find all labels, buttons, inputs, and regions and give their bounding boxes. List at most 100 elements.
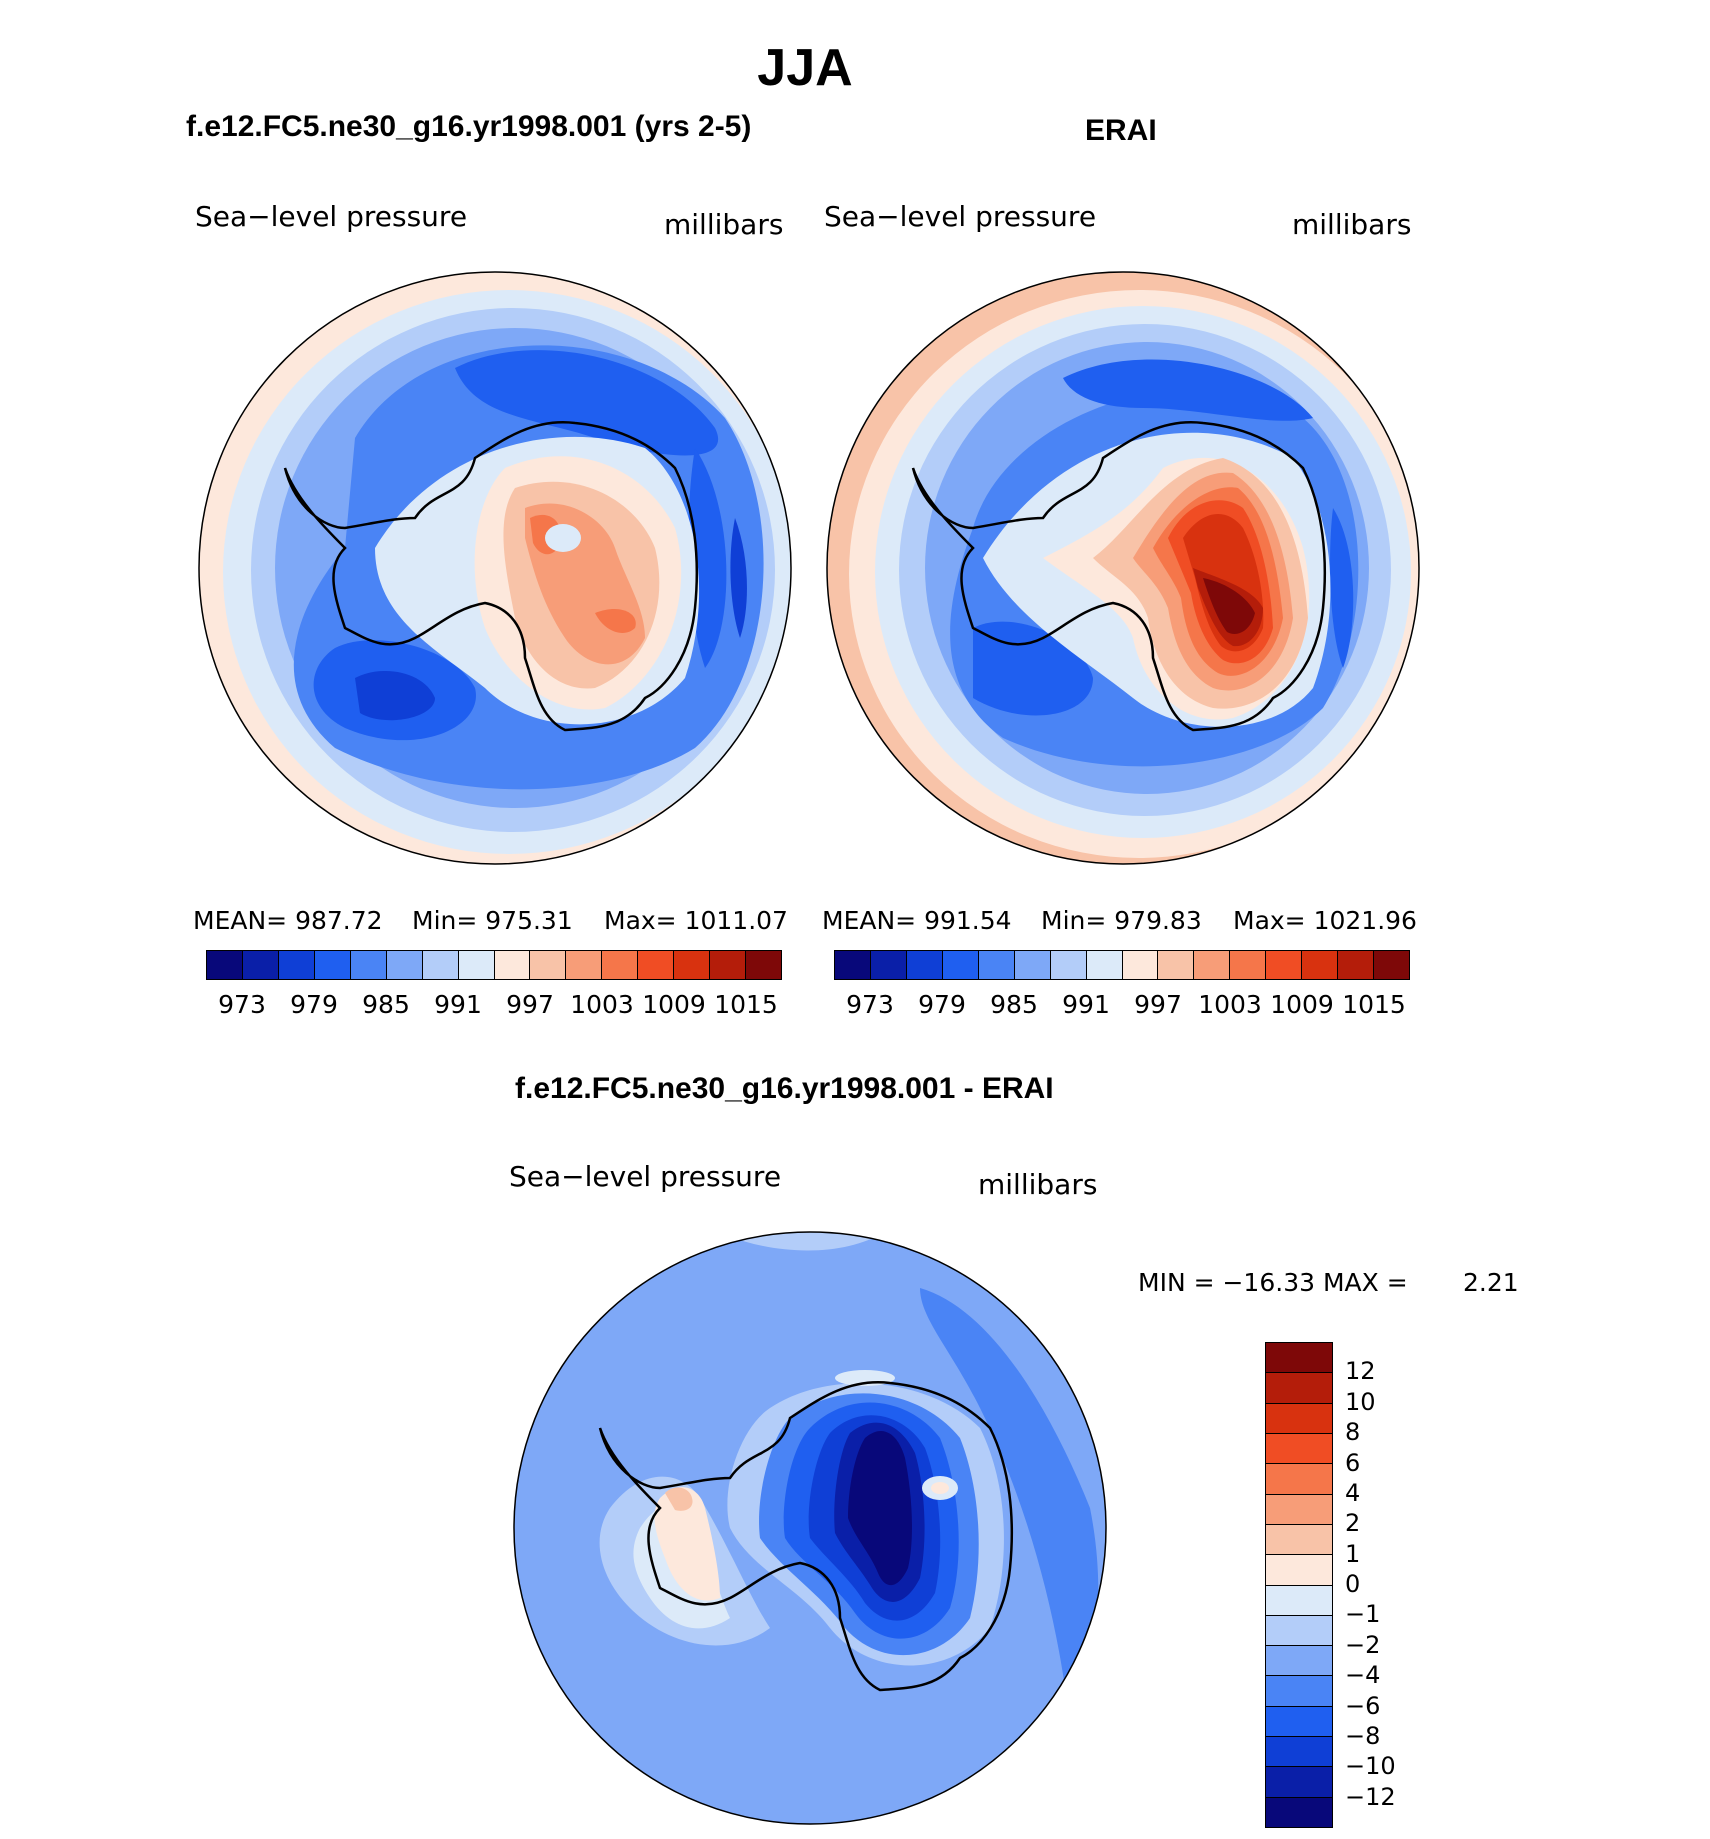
colorbar-swatch (942, 951, 979, 979)
colorbar-swatch (710, 951, 747, 979)
colorbar-tick-label: 4 (1345, 1478, 1361, 1507)
colorbar-tick-label: 1015 (714, 990, 778, 1019)
colorbar-swatch (1266, 1524, 1332, 1556)
difference-polar-map (513, 1231, 1107, 1825)
colorbar-swatch (530, 951, 567, 979)
colorbar-swatch (978, 951, 1015, 979)
obs-panel-title: ERAI (1085, 114, 1157, 147)
colorbar-tick-label: −1 (1345, 1600, 1381, 1629)
colorbar-swatch (835, 951, 871, 979)
colorbar-tick-label: 973 (846, 990, 894, 1019)
colorbar-tick-label: −2 (1345, 1630, 1381, 1659)
colorbar-swatch (1194, 951, 1231, 979)
colorbar-tick-label: 997 (506, 990, 554, 1019)
colorbar-swatch (1266, 1706, 1332, 1738)
colorbar-swatch (1266, 1464, 1332, 1495)
colorbar-swatch (906, 951, 943, 979)
coastline (911, 420, 1327, 732)
colorbar-swatch (1302, 951, 1339, 979)
colorbar-swatch (1266, 1585, 1332, 1616)
diff-units-label: millibars (978, 1168, 1098, 1201)
colorbar-swatch (242, 951, 279, 979)
colorbar-tick-label: −6 (1345, 1691, 1381, 1720)
colorbar-swatch (386, 951, 423, 979)
colorbar-swatch (746, 951, 781, 979)
colorbar-tick-label: 973 (218, 990, 266, 1019)
colorbar-tick-label: 2 (1345, 1509, 1361, 1538)
colorbar-swatch (1266, 1737, 1332, 1768)
colorbar-swatch (350, 951, 387, 979)
model-max-stat: Max= 1011.07 (604, 906, 788, 935)
colorbar-swatch (1266, 1433, 1332, 1465)
model-panel-title: f.e12.FC5.ne30_g16.yr1998.001 (yrs 2-5) (186, 110, 752, 143)
colorbar-swatch (674, 951, 711, 979)
coastline (283, 420, 699, 732)
colorbar-tick-label: 991 (1062, 990, 1110, 1019)
colorbar-swatch (1086, 951, 1123, 979)
colorbar-swatch (314, 951, 351, 979)
colorbar-tick-label: 1003 (570, 990, 634, 1019)
diff-panel-title: f.e12.FC5.ne30_g16.yr1998.001 - ERAI (515, 1072, 1054, 1105)
model-colorbar (206, 950, 782, 980)
colorbar-swatch (1014, 951, 1051, 979)
colorbar-swatch (1266, 1403, 1332, 1434)
colorbar-swatch (1338, 951, 1375, 979)
colorbar-swatch (1266, 1615, 1332, 1647)
colorbar-swatch (1122, 951, 1159, 979)
colorbar-swatch (1266, 1555, 1332, 1586)
colorbar-swatch (870, 951, 907, 979)
obs-max-stat: Max= 1021.96 (1233, 906, 1417, 935)
colorbar-tick-label: 6 (1345, 1448, 1361, 1477)
model-mean-stat: MEAN= 987.72 (193, 906, 383, 935)
page-title: JJA (757, 39, 853, 97)
colorbar-swatch (1230, 951, 1267, 979)
obs-mean-stat: MEAN= 991.54 (822, 906, 1012, 935)
colorbar-swatch (1266, 1373, 1332, 1404)
colorbar-tick-label: 1003 (1198, 990, 1262, 1019)
coastline (598, 1380, 1014, 1692)
colorbar-swatch (1266, 1646, 1332, 1677)
diff-max-value: 2.21 (1463, 1268, 1519, 1297)
colorbar-swatch (1266, 1797, 1332, 1827)
colorbar-tick-label: −4 (1345, 1661, 1381, 1690)
colorbar-tick-label: 10 (1345, 1387, 1376, 1416)
colorbar-swatch (638, 951, 675, 979)
colorbar-tick-label: 979 (918, 990, 966, 1019)
colorbar-swatch (207, 951, 243, 979)
colorbar-tick-label: 8 (1345, 1418, 1361, 1447)
colorbar-tick-label: 1009 (1270, 990, 1334, 1019)
colorbar-swatch (1266, 1676, 1332, 1707)
model-polar-map (198, 271, 792, 865)
colorbar-tick-label: 979 (290, 990, 338, 1019)
obs-colorbar (834, 950, 1410, 980)
colorbar-swatch (602, 951, 639, 979)
colorbar-swatch (1158, 951, 1195, 979)
colorbar-tick-label: 1015 (1342, 990, 1406, 1019)
colorbar-tick-label: 1 (1345, 1539, 1361, 1568)
diff-field-label: Sea−level pressure (509, 1160, 782, 1193)
colorbar-swatch (566, 951, 603, 979)
colorbar-swatch (1374, 951, 1409, 979)
colorbar-swatch (1266, 1767, 1332, 1798)
colorbar-tick-label: 985 (362, 990, 410, 1019)
obs-min-stat: Min= 979.83 (1041, 906, 1202, 935)
model-units-label: millibars (664, 208, 784, 241)
obs-field-label: Sea−level pressure (824, 200, 1097, 233)
colorbar-tick-label: 1009 (642, 990, 706, 1019)
colorbar-tick-label: −12 (1345, 1782, 1396, 1811)
diff-colorbar (1265, 1342, 1333, 1828)
colorbar-swatch (278, 951, 315, 979)
obs-units-label: millibars (1292, 208, 1412, 241)
diff-minmax-label: MIN = −16.33 MAX = (1138, 1268, 1408, 1297)
model-min-stat: Min= 975.31 (412, 906, 573, 935)
colorbar-swatch (1266, 1343, 1332, 1374)
colorbar-tick-label: 0 (1345, 1570, 1361, 1598)
colorbar-tick-label: 985 (990, 990, 1038, 1019)
colorbar-tick-label: 12 (1345, 1357, 1376, 1386)
colorbar-swatch (458, 951, 495, 979)
model-field-label: Sea−level pressure (195, 200, 468, 233)
colorbar-tick-label: −10 (1345, 1752, 1396, 1781)
colorbar-tick-label: −8 (1345, 1721, 1381, 1750)
colorbar-swatch (1266, 1494, 1332, 1525)
colorbar-swatch (422, 951, 459, 979)
